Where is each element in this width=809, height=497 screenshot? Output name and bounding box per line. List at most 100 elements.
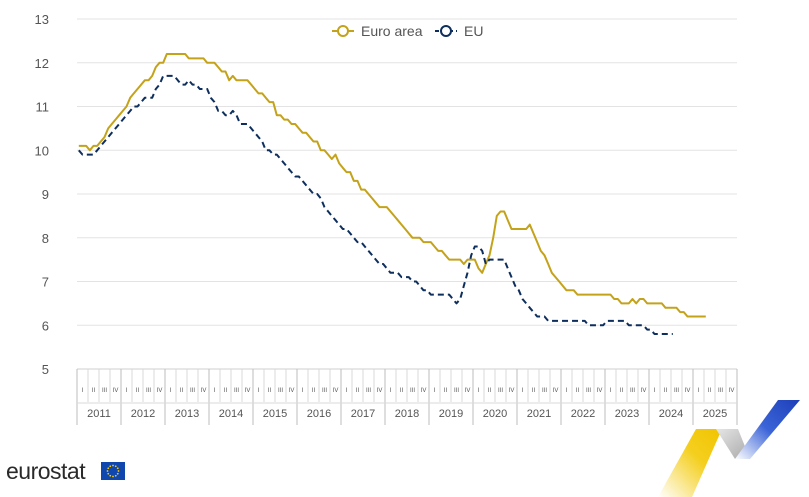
x-quarter-label: II	[664, 388, 668, 394]
x-quarter-label: I	[522, 388, 524, 394]
flag-star	[116, 472, 119, 475]
legend-item-euro-area[interactable]: Euro area	[332, 23, 423, 39]
x-quarter-label: I	[214, 388, 216, 394]
x-year-label: 2014	[219, 408, 243, 420]
x-quarter-label: IV	[157, 388, 163, 394]
y-tick-label: 8	[42, 231, 49, 246]
y-tick-label: 11	[36, 100, 50, 115]
x-quarter-label: III	[454, 388, 459, 394]
x-quarter-label: IV	[421, 388, 427, 394]
x-quarter-label: IV	[729, 388, 735, 394]
x-quarter-label: I	[698, 388, 700, 394]
flag-star	[107, 472, 110, 475]
flag-star	[107, 467, 110, 470]
x-quarter-label: II	[532, 388, 536, 394]
x-quarter-label: IV	[465, 388, 471, 394]
y-tick-label: 6	[42, 318, 49, 333]
x-year-label: 2019	[439, 408, 463, 420]
x-quarter-label: IV	[113, 388, 119, 394]
eu-flag-icon	[101, 462, 125, 480]
x-quarter-label: I	[654, 388, 656, 394]
y-tick-label: 12	[35, 56, 49, 71]
x-year-label: 2025	[703, 408, 727, 420]
x-quarter-label: IV	[201, 388, 207, 394]
x-quarter-label: II	[708, 388, 712, 394]
x-quarter-label: II	[576, 388, 580, 394]
flag-star	[112, 464, 114, 467]
x-quarter-label: IV	[641, 388, 647, 394]
x-quarter-label: I	[346, 388, 348, 394]
x-year-label: 2023	[615, 408, 639, 420]
x-quarter-label: II	[488, 388, 492, 394]
flag-star	[109, 465, 112, 468]
x-quarter-label: III	[190, 388, 195, 394]
series-line-eu	[78, 74, 673, 335]
x-year-label: 2022	[571, 408, 595, 420]
y-tick-label: 13	[35, 12, 49, 27]
x-year-label: 2021	[527, 408, 551, 420]
series-lines	[78, 53, 706, 335]
x-quarter-label: II	[444, 388, 448, 394]
x-quarter-label: I	[434, 388, 436, 394]
x-quarter-label: III	[586, 388, 591, 394]
eurostat-decoration-icon	[658, 400, 800, 497]
x-quarter-label: IV	[245, 388, 251, 394]
flag-star	[109, 474, 112, 477]
x-year-label: 2020	[483, 408, 507, 420]
x-quarter-label: II	[400, 388, 404, 394]
y-tick-label: 9	[42, 187, 49, 202]
x-quarter-label: II	[92, 388, 96, 394]
flag-star	[116, 467, 119, 470]
x-quarter-label: I	[478, 388, 480, 394]
x-quarter-label: IV	[685, 388, 691, 394]
x-year-label: 2016	[307, 408, 331, 420]
legend-item-eu[interactable]: EU	[435, 23, 483, 39]
x-axis: I II III IV I II III IV I II III IV I II III IV I II III IV…	[76, 368, 738, 425]
x-quarter-label: II	[224, 388, 228, 394]
x-year-label: 2017	[351, 408, 375, 420]
x-year-label: 2011	[87, 408, 111, 420]
x-quarter-label: I	[82, 388, 84, 394]
x-quarter-label: IV	[509, 388, 515, 394]
x-quarter-label: I	[610, 388, 612, 394]
x-year-label: 2015	[263, 408, 287, 420]
series-line-euro-area	[78, 53, 706, 318]
x-quarter-label: IV	[377, 388, 383, 394]
flag-star	[114, 465, 117, 468]
y-tick-label: 10	[35, 143, 49, 158]
x-year-label: 2024	[659, 408, 683, 420]
x-quarter-label: I	[170, 388, 172, 394]
x-quarter-label: III	[498, 388, 503, 394]
x-year-label: 2012	[131, 408, 155, 420]
x-quarter-label: II	[620, 388, 624, 394]
x-quarter-label: II	[356, 388, 360, 394]
flag-star	[117, 470, 120, 472]
legend-label: Euro area	[361, 23, 423, 39]
x-quarter-label: II	[136, 388, 140, 394]
x-quarter-label: I	[258, 388, 260, 394]
x-quarter-label: IV	[553, 388, 559, 394]
legend-marker	[440, 25, 452, 37]
legend[interactable]: Euro area EU	[332, 23, 483, 39]
x-quarter-label: III	[542, 388, 547, 394]
x-quarter-label: I	[126, 388, 128, 394]
x-quarter-label: III	[322, 388, 327, 394]
x-quarter-label: II	[312, 388, 316, 394]
y-tick-label: 5	[42, 362, 49, 377]
x-quarter-label: I	[302, 388, 304, 394]
x-quarter-label: III	[102, 388, 107, 394]
y-tick-label: 7	[42, 275, 49, 290]
eurostat-logo: eurostat	[6, 458, 86, 484]
x-quarter-label: IV	[333, 388, 339, 394]
x-quarter-label: IV	[289, 388, 295, 394]
y-axis: 5 6 7 8 9 10 11 12 13	[35, 12, 49, 377]
x-quarter-label: III	[278, 388, 283, 394]
x-year-label: 2018	[395, 408, 419, 420]
x-quarter-label: III	[146, 388, 151, 394]
flag-star	[106, 470, 109, 472]
flag-star	[114, 474, 117, 477]
legend-marker	[337, 25, 349, 37]
x-quarter-label: I	[390, 388, 392, 394]
x-quarter-label: II	[268, 388, 272, 394]
